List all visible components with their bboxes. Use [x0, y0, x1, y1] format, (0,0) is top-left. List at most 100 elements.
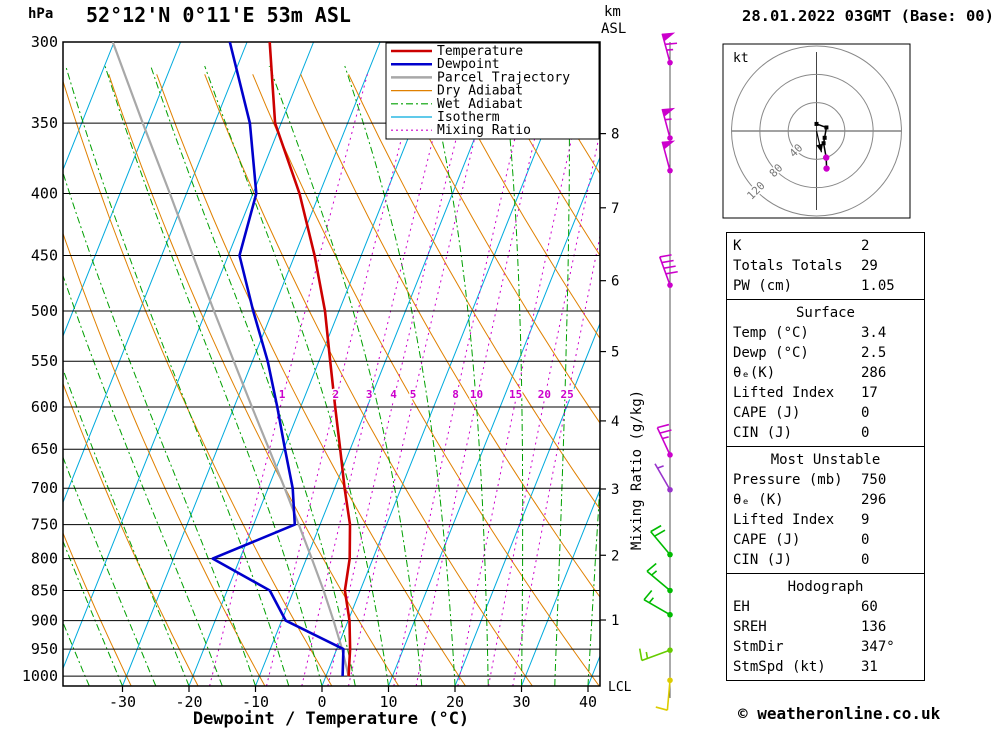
row-label: θₑ(K): [733, 365, 776, 381]
temp-tick-label: 0: [317, 693, 326, 711]
table-row: CIN (J) 0: [733, 550, 918, 570]
mixing-ratio-label: 2: [333, 388, 340, 401]
row-value: 17: [861, 385, 878, 401]
wet-adiabat-line: [554, 65, 570, 686]
dry-adiabat-line: [63, 232, 266, 686]
section-header: Surface: [795, 305, 855, 321]
table-section-0: K 2 Totals Totals 29 PW (cm) 1.05: [726, 232, 925, 300]
temp-tick-label: 20: [446, 693, 464, 711]
pressure-tick-label: 1000: [22, 667, 58, 685]
legend-item-label: Temperature: [437, 44, 523, 59]
table-row: Totals Totals 29: [733, 256, 918, 276]
row-value: 296: [861, 492, 887, 508]
km-tick-label: 8: [611, 127, 619, 143]
legend-item-label: Dewpoint: [437, 57, 500, 72]
mixing-ratio-label: 3: [366, 388, 373, 401]
row-label: Lifted Index: [733, 385, 835, 401]
wind-barb: [658, 254, 678, 288]
temp-tick-label: -30: [109, 693, 136, 711]
table-row: CIN (J) 0: [733, 423, 918, 443]
mixing-ratio-line: [512, 233, 600, 686]
hodograph-level-marker: [823, 165, 830, 172]
pressure-tick-label: 400: [31, 185, 58, 203]
hodograph-ring: [787, 102, 846, 160]
profiles: [111, 42, 352, 677]
row-value: 31: [861, 659, 878, 675]
mixing-ratio-label: 25: [560, 388, 573, 401]
right-axis-title: Mixing Ratio (g/kg): [629, 390, 645, 550]
wet-adiabat-line: [63, 455, 157, 686]
legend-item-label: Parcel Trajectory: [437, 70, 570, 85]
pressure-tick-label: 750: [31, 516, 58, 534]
temperature-line: [268, 42, 352, 677]
hodograph-trace-point: [824, 125, 829, 130]
km-tick-label: 2: [611, 548, 619, 564]
table-row: Dewp (°C) 2.5: [733, 343, 918, 363]
row-value: 60: [861, 599, 878, 615]
isotherm-line: [63, 42, 115, 172]
km-tick-label: 6: [611, 274, 619, 290]
wind-barb: [661, 107, 676, 141]
table-row: Lifted Index 9: [733, 510, 918, 530]
row-label: Totals Totals: [733, 258, 843, 274]
dry-adiabat-line: [63, 79, 333, 686]
isotherm-line: [63, 42, 248, 504]
pressure-tick-label: 300: [31, 33, 58, 51]
row-label: EH: [733, 599, 750, 615]
dry-adiabat-line: [444, 74, 600, 340]
dry-adiabat-line: [396, 74, 600, 424]
dry-adiabat-line: [348, 74, 600, 511]
km-tick-label: 7: [611, 201, 619, 217]
dry-adiabat-line: [252, 74, 600, 686]
pressure-tick-label: 850: [31, 581, 58, 599]
mixing-ratio-label: 5: [410, 388, 417, 401]
isotherm-line: [388, 155, 600, 686]
station-title: 52°12'N 0°11'E 53m ASL: [86, 3, 351, 27]
pressure-tick-label: 650: [31, 440, 58, 458]
dry-adiabat-line: [63, 382, 199, 686]
table-row: StmSpd (kt) 31: [733, 657, 918, 677]
pressure-unit-label: hPa: [28, 6, 53, 22]
section-header: Hodograph: [787, 579, 864, 595]
mixing-ratio-line: [348, 74, 491, 686]
km-tick-label: 1: [611, 613, 619, 629]
dry-adiabat-line: [300, 74, 600, 598]
km-tick-label: 3: [611, 482, 619, 498]
legend-item-label: Mixing Ratio: [437, 123, 531, 138]
hodograph-ring: [759, 73, 874, 189]
hodograph-kt-label: kt: [733, 51, 749, 66]
wind-barb-column: [638, 32, 678, 711]
field-lines: [63, 42, 600, 686]
row-label: θₑ (K): [733, 492, 784, 508]
dry-adiabat-line: [108, 74, 400, 686]
parcel-trajectory-line: [111, 42, 350, 677]
row-value: 0: [861, 552, 870, 568]
info-table: K 2 Totals Totals 29 PW (cm) 1.05 Surface Temp …: [726, 232, 925, 681]
mixing-ratio-line: [457, 74, 587, 686]
wet-adiabat-line: [502, 65, 524, 686]
table-row: Lifted Index 17: [733, 383, 918, 403]
row-label: Pressure (mb): [733, 472, 843, 488]
dry-adiabat-line: [156, 74, 466, 686]
row-label: StmDir: [733, 639, 784, 655]
row-label: CIN (J): [733, 552, 793, 568]
pressure-tick-label: 950: [31, 640, 58, 658]
wet-adiabat-line: [425, 65, 489, 686]
table-row: Pressure (mb) 750: [733, 470, 918, 490]
temp-tick-label: 10: [379, 693, 397, 711]
isotherm-line: [255, 42, 514, 686]
mixing-ratio-line: [393, 74, 531, 686]
isotherm-line: [63, 42, 182, 338]
x-axis-title: Dewpoint / Temperature (°C): [193, 709, 469, 729]
row-value: 0: [861, 405, 870, 421]
row-value: 0: [861, 532, 870, 548]
mixing-ratio-label: 10: [470, 388, 483, 401]
row-label: CIN (J): [733, 425, 793, 441]
temp-tick-label: -20: [175, 693, 202, 711]
table-row: Temp (°C) 3.4: [733, 323, 918, 343]
mixing-ratio-label: 20: [538, 388, 551, 401]
pressure-tick-label: 500: [31, 302, 58, 320]
